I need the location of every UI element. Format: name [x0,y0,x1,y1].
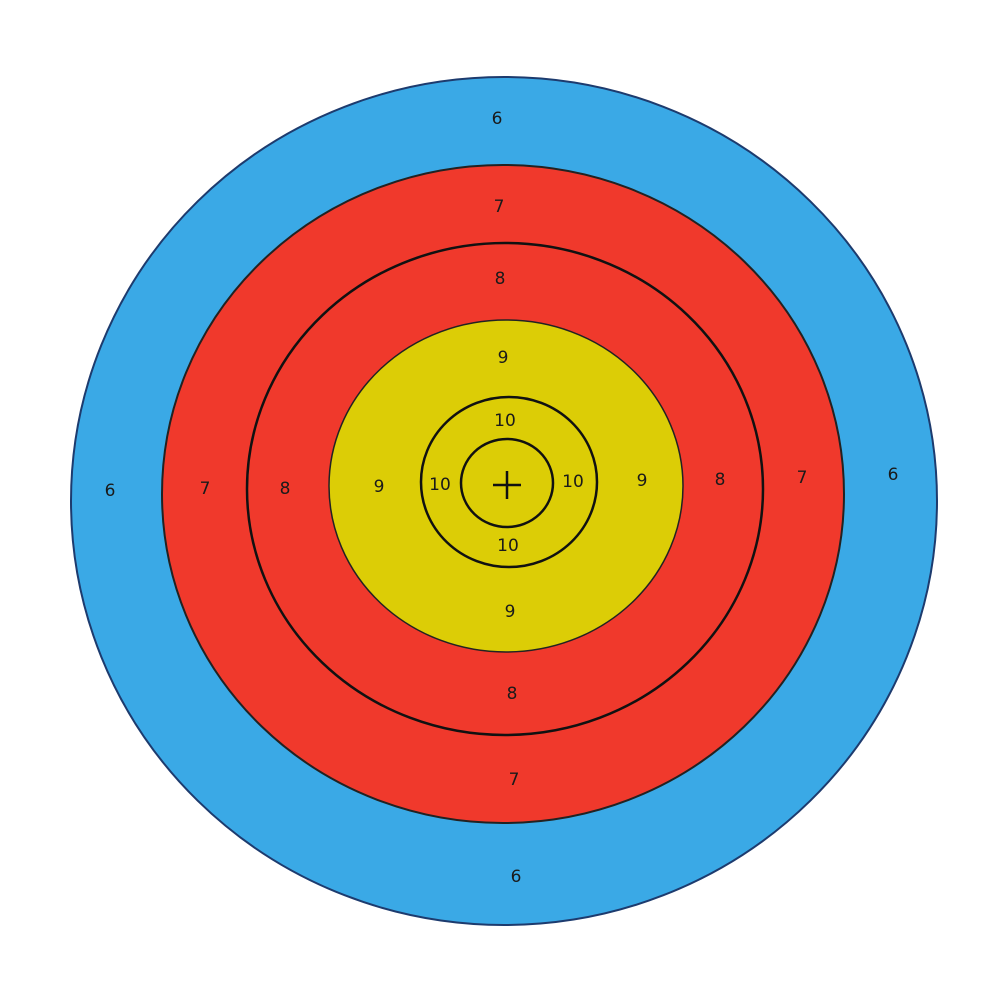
label-9-top: 9 [498,348,509,368]
label-9-bottom: 9 [505,602,516,622]
label-9-left: 9 [374,477,385,497]
ring-10 [419,395,599,569]
label-7-right: 7 [797,468,808,488]
label-10-bottom: 10 [497,536,519,556]
ring-x-inner [459,437,555,529]
label-9-right: 9 [637,471,648,491]
plus-crosshair-icon [493,471,521,499]
label-6-bottom: 6 [511,867,522,887]
label-8-left: 8 [280,479,291,499]
label-10-top: 10 [494,411,516,431]
label-8-right: 8 [715,470,726,490]
label-7-top: 7 [494,197,505,217]
label-7-left: 7 [200,479,211,499]
label-6-left: 6 [105,481,116,501]
label-7-bottom: 7 [509,770,520,790]
label-10-right: 10 [562,472,584,492]
label-8-top: 8 [495,269,506,289]
label-6-right: 6 [888,465,899,485]
label-10-left: 10 [429,475,451,495]
label-6-top: 6 [492,109,503,129]
label-8-bottom: 8 [507,684,518,704]
